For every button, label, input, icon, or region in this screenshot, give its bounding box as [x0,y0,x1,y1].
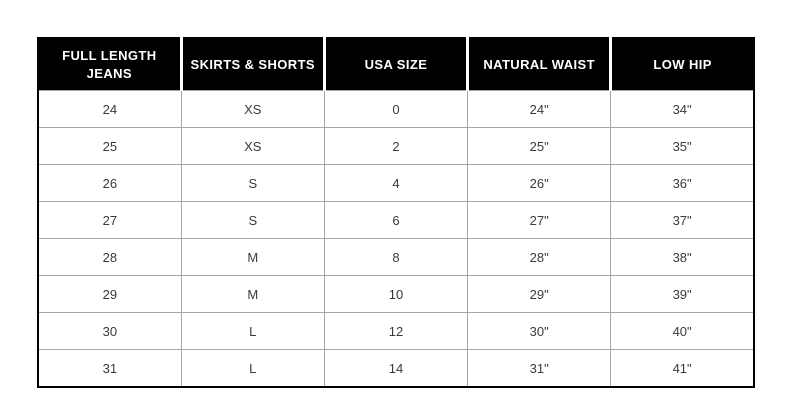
cell-jeans: 27 [37,201,182,239]
cell-skirts: XS [180,127,325,165]
cell-jeans: 31 [37,349,182,388]
cell-jeans: 30 [37,312,182,350]
cell-waist: 26" [467,164,612,202]
size-chart-container: FULL LENGTH JEANS SKIRTS & SHORTS USA SI… [37,37,755,388]
column-header-natural-waist: NATURAL WAIST [467,38,613,91]
cell-waist: 24" [467,90,612,128]
cell-waist: 29" [467,275,612,313]
column-header-full-length-jeans: FULL LENGTH JEANS [38,38,183,91]
cell-hip: 35" [610,127,755,165]
cell-usa-size: 8 [323,238,469,276]
cell-hip: 36" [610,164,755,202]
size-chart-header: FULL LENGTH JEANS SKIRTS & SHORTS USA SI… [38,38,754,91]
column-header-low-hip: LOW HIP [610,38,754,91]
size-chart-body: 24 XS 0 24" 34" 25 XS 2 25" 35" 26 S 4 [37,90,755,388]
cell-usa-size: 2 [323,127,469,165]
cell-waist: 27" [467,201,612,239]
cell-hip: 37" [610,201,755,239]
cell-hip: 38" [610,238,755,276]
cell-skirts: L [180,312,325,350]
cell-usa-size: 12 [323,312,469,350]
table-row: 30 L 12 30" 40" [37,312,755,350]
table-row: 28 M 8 28" 38" [37,238,755,276]
table-row: 27 S 6 27" 37" [37,201,755,239]
cell-usa-size: 4 [323,164,469,202]
cell-skirts: S [180,164,325,202]
cell-hip: 41" [610,349,755,388]
column-header-usa-size: USA SIZE [324,38,470,91]
table-row: 24 XS 0 24" 34" [37,90,755,128]
cell-hip: 40" [610,312,755,350]
cell-hip: 34" [610,90,755,128]
cell-usa-size: 0 [323,90,469,128]
cell-hip: 39" [610,275,755,313]
cell-waist: 25" [467,127,612,165]
cell-skirts: M [180,238,325,276]
cell-skirts: M [180,275,325,313]
table-row: 25 XS 2 25" 35" [37,127,755,165]
cell-skirts: XS [180,90,325,128]
cell-skirts: S [180,201,325,239]
table-row: 26 S 4 26" 36" [37,164,755,202]
cell-jeans: 29 [37,275,182,313]
table-row: 29 M 10 29" 39" [37,275,755,313]
cell-waist: 31" [467,349,612,388]
size-chart-table: FULL LENGTH JEANS SKIRTS & SHORTS USA SI… [37,37,755,388]
cell-waist: 28" [467,238,612,276]
cell-jeans: 24 [37,90,182,128]
cell-usa-size: 6 [323,201,469,239]
table-row: 31 L 14 31" 41" [37,349,755,388]
cell-skirts: L [180,349,325,388]
column-header-skirts-shorts: SKIRTS & SHORTS [181,38,326,91]
cell-usa-size: 10 [323,275,469,313]
header-row: FULL LENGTH JEANS SKIRTS & SHORTS USA SI… [38,38,754,91]
cell-jeans: 28 [37,238,182,276]
cell-jeans: 26 [37,164,182,202]
cell-waist: 30" [467,312,612,350]
cell-usa-size: 14 [323,349,469,388]
cell-jeans: 25 [37,127,182,165]
